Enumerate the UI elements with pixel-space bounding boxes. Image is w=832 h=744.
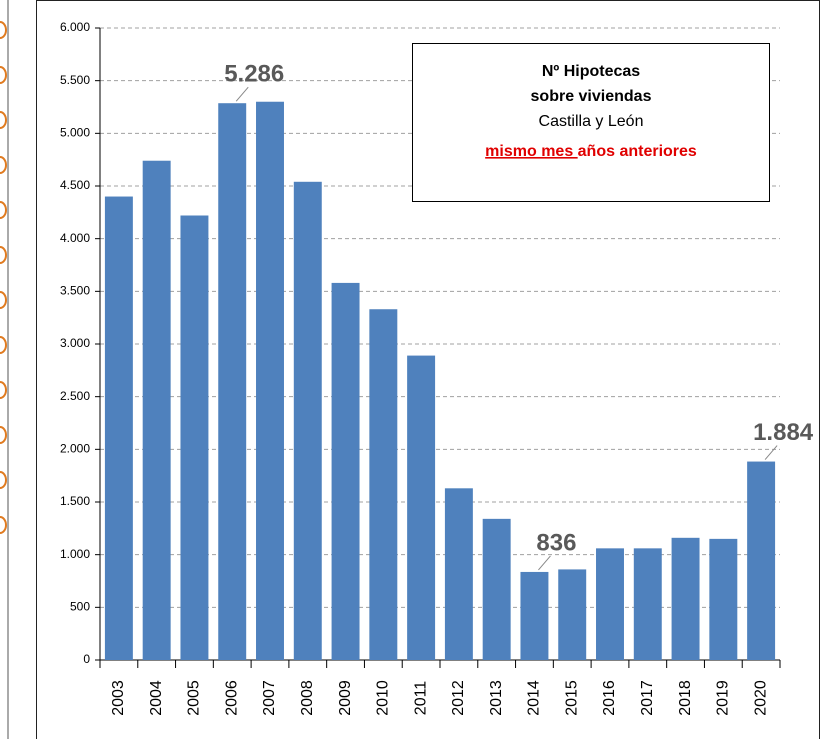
bar bbox=[142, 160, 171, 660]
x-tick-label: 2010 bbox=[375, 680, 392, 716]
bar bbox=[218, 103, 247, 660]
y-tick-label: 1.000 bbox=[60, 547, 90, 561]
x-tick-label: 2019 bbox=[715, 680, 732, 716]
y-tick-label: 2.500 bbox=[60, 389, 90, 403]
bar bbox=[369, 309, 398, 660]
x-tick-label: 2020 bbox=[752, 680, 769, 716]
bar bbox=[256, 101, 284, 660]
annotation-note: mismo mes años anteriores bbox=[485, 143, 697, 160]
bar bbox=[596, 548, 624, 660]
data-label: 1.884 bbox=[753, 419, 814, 446]
y-tick-label: 0 bbox=[83, 652, 90, 666]
x-tick-label: 2004 bbox=[148, 680, 165, 716]
y-tick-label: 5.000 bbox=[60, 126, 90, 140]
y-tick-label: 500 bbox=[70, 600, 90, 614]
x-tick-label: 2017 bbox=[639, 680, 656, 716]
bar bbox=[482, 518, 511, 660]
y-tick-label: 4.000 bbox=[60, 231, 90, 245]
y-tick-label: 2.000 bbox=[60, 442, 90, 456]
y-tick-label: 3.500 bbox=[60, 284, 90, 298]
x-tick-label: 2009 bbox=[337, 680, 354, 716]
data-label: 5.286 bbox=[224, 61, 284, 88]
label-leader bbox=[538, 555, 551, 571]
x-tick-label: 2014 bbox=[526, 680, 543, 716]
plot: 0 500 1.000 1.500 2.000 2.500 3.000 3.500 4.000 4… bbox=[60, 20, 814, 716]
x-tick-label: 2011 bbox=[412, 681, 429, 716]
left-decoration bbox=[0, 21, 7, 534]
x-tick-label: 2006 bbox=[223, 680, 240, 716]
y-tick-label: 4.500 bbox=[60, 178, 90, 192]
y-tick-label: 3.000 bbox=[60, 336, 90, 350]
bar bbox=[747, 461, 776, 660]
x-tick-label: 2007 bbox=[261, 680, 278, 716]
bar bbox=[671, 537, 700, 660]
annotation-title: sobre viviendas bbox=[531, 88, 652, 105]
x-tick-label: 2018 bbox=[677, 680, 694, 716]
y-tick-label: 6.000 bbox=[60, 20, 90, 34]
bar bbox=[633, 548, 662, 660]
annotation-box bbox=[412, 43, 770, 202]
x-tick-label: 2003 bbox=[110, 680, 127, 716]
bar bbox=[709, 538, 738, 660]
y-tick-label: 1.500 bbox=[60, 494, 90, 508]
x-tick-label: 2012 bbox=[450, 680, 467, 716]
bar bbox=[407, 355, 436, 660]
bar bbox=[558, 569, 587, 660]
note-underlined: mismo mes bbox=[485, 143, 577, 160]
bar bbox=[104, 196, 133, 661]
note-rest: años anteriores bbox=[578, 143, 697, 160]
x-tick-label: 2005 bbox=[186, 680, 203, 716]
bar bbox=[293, 181, 322, 660]
data-label: 836 bbox=[536, 529, 576, 556]
bar bbox=[444, 488, 473, 660]
annotation-subtitle: Castilla y León bbox=[539, 113, 644, 130]
bar bbox=[180, 215, 209, 660]
annotation-title: Nº Hipotecas bbox=[542, 63, 640, 80]
bar bbox=[520, 571, 549, 660]
label-leader bbox=[235, 86, 249, 102]
bar bbox=[331, 282, 360, 660]
x-tick-label: 2016 bbox=[601, 680, 618, 716]
y-tick-label: 5.500 bbox=[60, 73, 90, 87]
x-tick-label: 2015 bbox=[563, 680, 580, 716]
x-tick-label: 2013 bbox=[488, 680, 505, 716]
x-tick-label: 2008 bbox=[299, 680, 316, 716]
label-leader bbox=[764, 445, 778, 460]
